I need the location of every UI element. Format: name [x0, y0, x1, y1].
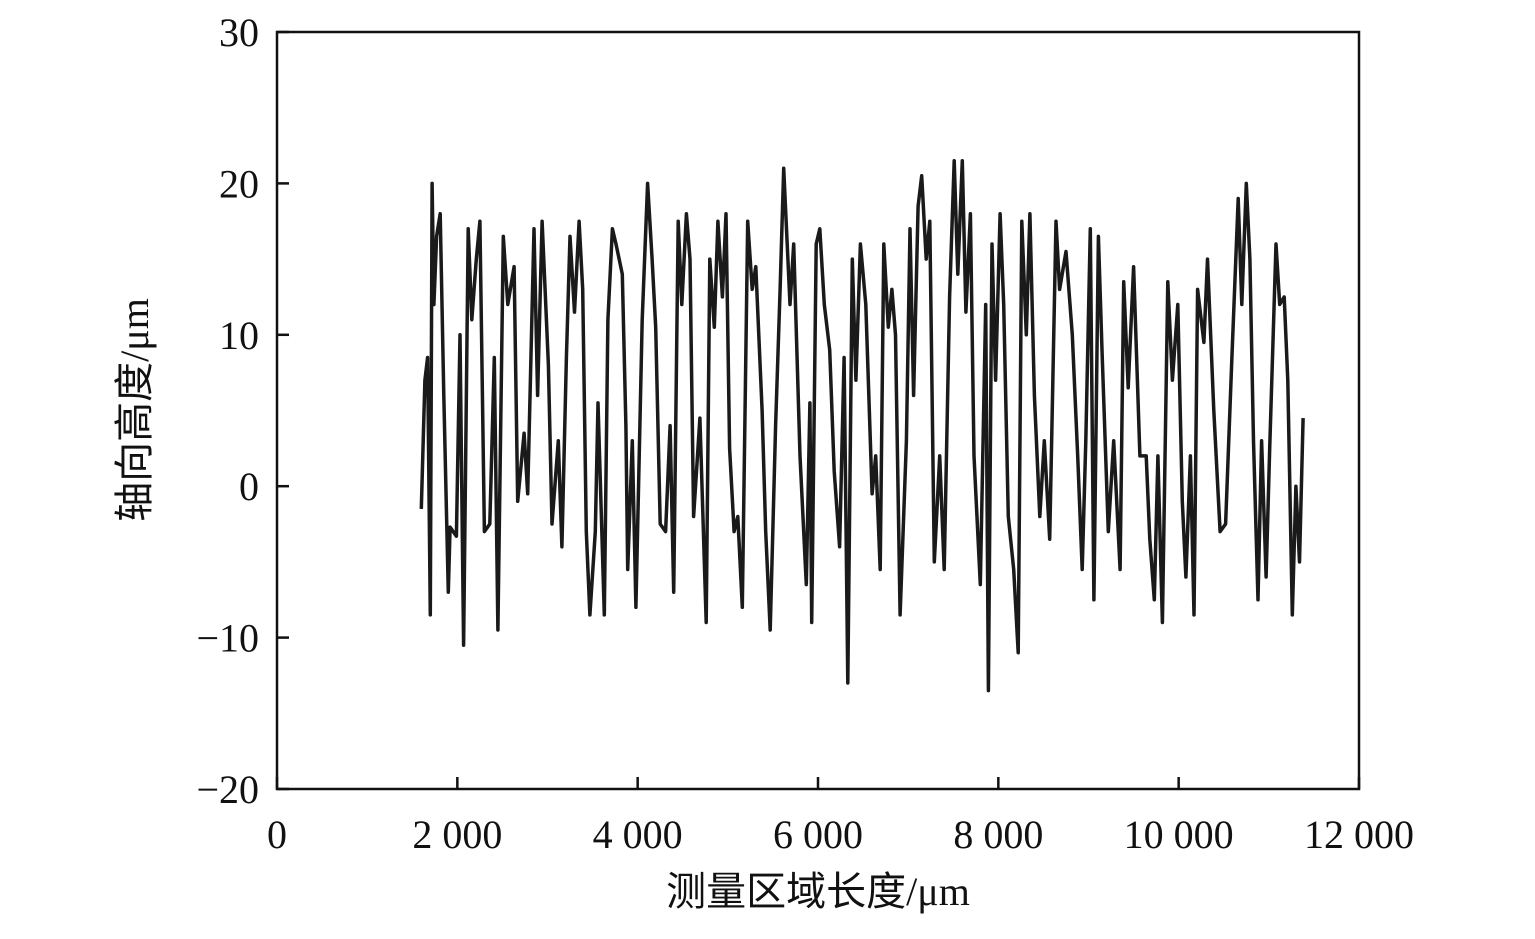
x-tick-label: 8 000 [953, 812, 1043, 857]
y-tick-label: −20 [196, 767, 259, 812]
x-tick-label: 0 [267, 812, 287, 857]
x-axis-label: 测量区域长度/μm [666, 869, 970, 914]
y-axis-label: 轴向高度/μm [112, 298, 157, 522]
x-tick-label: 2 000 [412, 812, 502, 857]
x-tick-label: 10 000 [1124, 812, 1234, 857]
y-tick-label: 20 [219, 161, 259, 206]
x-tick-label: 6 000 [773, 812, 863, 857]
x-tick-label: 12 000 [1304, 812, 1414, 857]
data-line [419, 158, 1305, 693]
x-tick-label: 4 000 [593, 812, 683, 857]
y-tick-label: −10 [196, 616, 259, 661]
y-tick-label: 30 [219, 10, 259, 55]
y-tick-label: 0 [239, 464, 259, 509]
y-tick-label: 10 [219, 313, 259, 358]
